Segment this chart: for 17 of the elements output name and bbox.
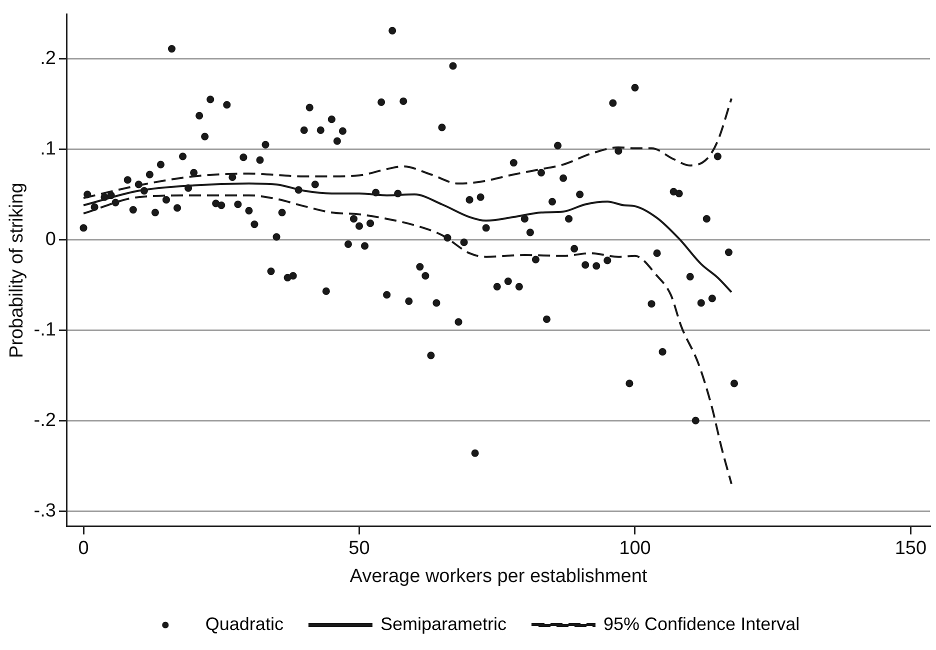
y-tick-label: -.3 [34,500,56,522]
y-tick-label: .2 [40,48,56,69]
y-tick-label: -.2 [34,410,56,431]
line-series [82,98,732,200]
y-axis-title: Probability of striking [6,182,28,358]
legend-label: Quadratic [205,614,284,634]
line-series [82,182,732,294]
x-axis-title: Average workers per establishment [350,566,648,587]
x-tick-label: 150 [894,538,927,560]
legend-label: Semiparametric [380,614,506,634]
y-tick-label: .1 [40,138,56,160]
y-tick-label: 0 [45,228,56,250]
x-tick-label: 0 [78,538,89,560]
legend-label: 95% Confidence Interval [603,614,800,634]
x-tick-label: 100 [619,538,651,560]
x-tick-label: 50 [348,538,370,560]
y-tick-label: -.1 [34,319,56,340]
